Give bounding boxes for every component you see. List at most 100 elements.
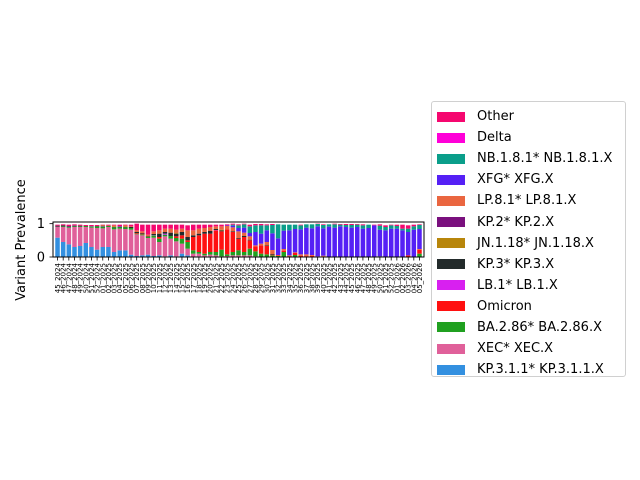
bar-segment-other <box>388 224 394 226</box>
bar-segment-xfg <box>275 238 281 255</box>
bar-segment-xec <box>123 229 128 251</box>
bar-segment-xec <box>140 235 145 256</box>
bar-segment-lp-8-1 <box>264 242 270 246</box>
bar-segment-other <box>128 224 134 227</box>
bar-segment-other <box>185 225 190 231</box>
bar-segment-kp-3-1-1 <box>117 250 122 257</box>
bar-segment-kp-3 <box>140 233 145 234</box>
bar-segment-xec <box>77 227 83 246</box>
bar-segment-other <box>343 224 349 225</box>
bar-segment-lp-8-1 <box>179 228 185 232</box>
x-tick-label: 52_2024 <box>94 262 102 293</box>
bar-segment-xec <box>157 242 162 256</box>
bar-segment-ba-2-86 <box>134 233 139 235</box>
x-tick-label: 45_2025 <box>348 263 356 293</box>
legend-label: Other <box>477 109 514 125</box>
bar-segment-ba-2-86 <box>185 242 190 249</box>
bar-segment-omicron <box>264 246 270 255</box>
bar-segment-xfg <box>383 230 388 257</box>
x-tick-label: 50_2024 <box>82 262 90 293</box>
x-tick-label: 02_2025 <box>105 263 113 293</box>
legend-item: KP.3* KP.3.X <box>432 254 625 275</box>
bar-segment-lp-8-1 <box>157 230 162 234</box>
y-tick-label: 1 <box>37 217 45 232</box>
legend: Other Delta NB.1.8.1* NB.1.8.1.X XFG* XFG.X… <box>431 101 626 377</box>
bar-segment-kp-3-1-1 <box>140 255 145 257</box>
bar-segment-ba-2-86 <box>224 254 230 256</box>
x-tick-label: 46_2024 <box>60 262 68 293</box>
bar-segment-jn-1-18 <box>123 226 128 227</box>
bar-segment-nb-1-8-1 <box>304 224 309 228</box>
x-tick-label: 34_2025 <box>286 263 294 293</box>
x-tick-label: 36_2025 <box>297 263 305 293</box>
bar-segment-omicron <box>219 231 224 250</box>
bar-segment-ba-2-86 <box>100 226 106 229</box>
bar-segment-nb-1-8-1 <box>241 224 247 228</box>
bar-segment-kp-3 <box>247 239 253 241</box>
bar-segment-nb-1-8-1 <box>253 225 258 232</box>
bar-segment-xec <box>247 255 253 257</box>
bar-segment-xec <box>83 227 89 243</box>
bar-segment-nb-1-8-1 <box>343 225 349 227</box>
bar-segment-ba-2-86 <box>241 252 247 256</box>
bar-segment-xfg <box>332 227 337 257</box>
bar-segment-other <box>106 224 111 226</box>
bar-segment-xfg <box>230 225 236 228</box>
bar-segment-other <box>89 225 94 226</box>
bar-segment-lp-8-1 <box>287 255 292 256</box>
bar-segment-other <box>360 224 366 226</box>
bar-segment-jn-1-18 <box>219 229 224 231</box>
bar-segment-omicron <box>196 235 202 252</box>
bar-segment-xec <box>145 238 151 255</box>
bar-segment-lp-8-1 <box>128 226 134 227</box>
x-tick-label: 41_2025 <box>325 263 333 293</box>
bar-segment-lp-8-1 <box>236 231 241 238</box>
axes-frame <box>52 221 425 258</box>
legend-swatch <box>437 111 465 122</box>
bar-segment-ba-2-86 <box>83 226 89 227</box>
x-tick-label: 03_2025 <box>111 263 119 293</box>
legend-swatch <box>437 301 465 312</box>
x-tick-label: 09_2025 <box>145 263 153 293</box>
bar-segment-xfg <box>388 228 394 257</box>
bar-segment-lp-8-1 <box>213 226 219 229</box>
bar-segment-kp-3-1-1 <box>123 250 128 257</box>
bar-segment-nb-1-8-1 <box>332 224 337 228</box>
bar-segment-omicron <box>253 246 258 252</box>
bar-segment-nb-1-8-1 <box>377 225 383 230</box>
x-tick-label: 08_2025 <box>139 263 147 293</box>
bar-segment-kp-3 <box>230 231 236 232</box>
bar-segment-kp-3 <box>162 232 168 234</box>
bar-segment-other <box>196 224 202 229</box>
bar-segment-xec <box>134 234 139 256</box>
bar-segment-xec <box>111 229 117 252</box>
x-tick-label: 33_2025 <box>280 263 288 293</box>
bar-segment-xec <box>66 227 72 245</box>
legend-label: KP.3* KP.3.X <box>477 256 555 272</box>
x-tick-label: 18_2025 <box>195 263 203 293</box>
bar-segment-kp-3 <box>202 232 207 234</box>
bar-segment-lp-8-1 <box>224 226 230 230</box>
bar-segment-other <box>100 224 106 226</box>
bar-segment-ba-2-86 <box>168 236 173 239</box>
legend-swatch <box>437 238 465 249</box>
legend-swatch <box>437 217 465 228</box>
legend-item: KP.3.1.1* KP.3.1.1.X <box>432 359 625 380</box>
bar-segment-omicron <box>275 255 281 256</box>
bar-segment-ba-2-86 <box>151 235 156 238</box>
bar-segment-ba-2-86 <box>179 238 185 244</box>
bar-segment-ba-2-86 <box>253 251 258 257</box>
x-tick-label: 52_2025 <box>388 263 396 293</box>
bar-segment-kp-3-1-1 <box>157 255 162 257</box>
bar-segment-other <box>66 224 72 226</box>
bar-segment-kp-3-1-1 <box>100 247 106 257</box>
bar-segment-omicron <box>270 254 275 256</box>
bar-segment-lp-8-1 <box>111 225 117 227</box>
bar-segment-xec <box>128 229 134 255</box>
bar-segment-other <box>298 224 303 226</box>
bar-segment-ba-2-86 <box>174 238 179 242</box>
bar-segment-xfg <box>326 226 332 257</box>
bar-segment-ba-2-86 <box>281 252 287 257</box>
bar-segment-ba-2-86 <box>258 253 264 257</box>
bar-segment-xec <box>196 253 202 257</box>
